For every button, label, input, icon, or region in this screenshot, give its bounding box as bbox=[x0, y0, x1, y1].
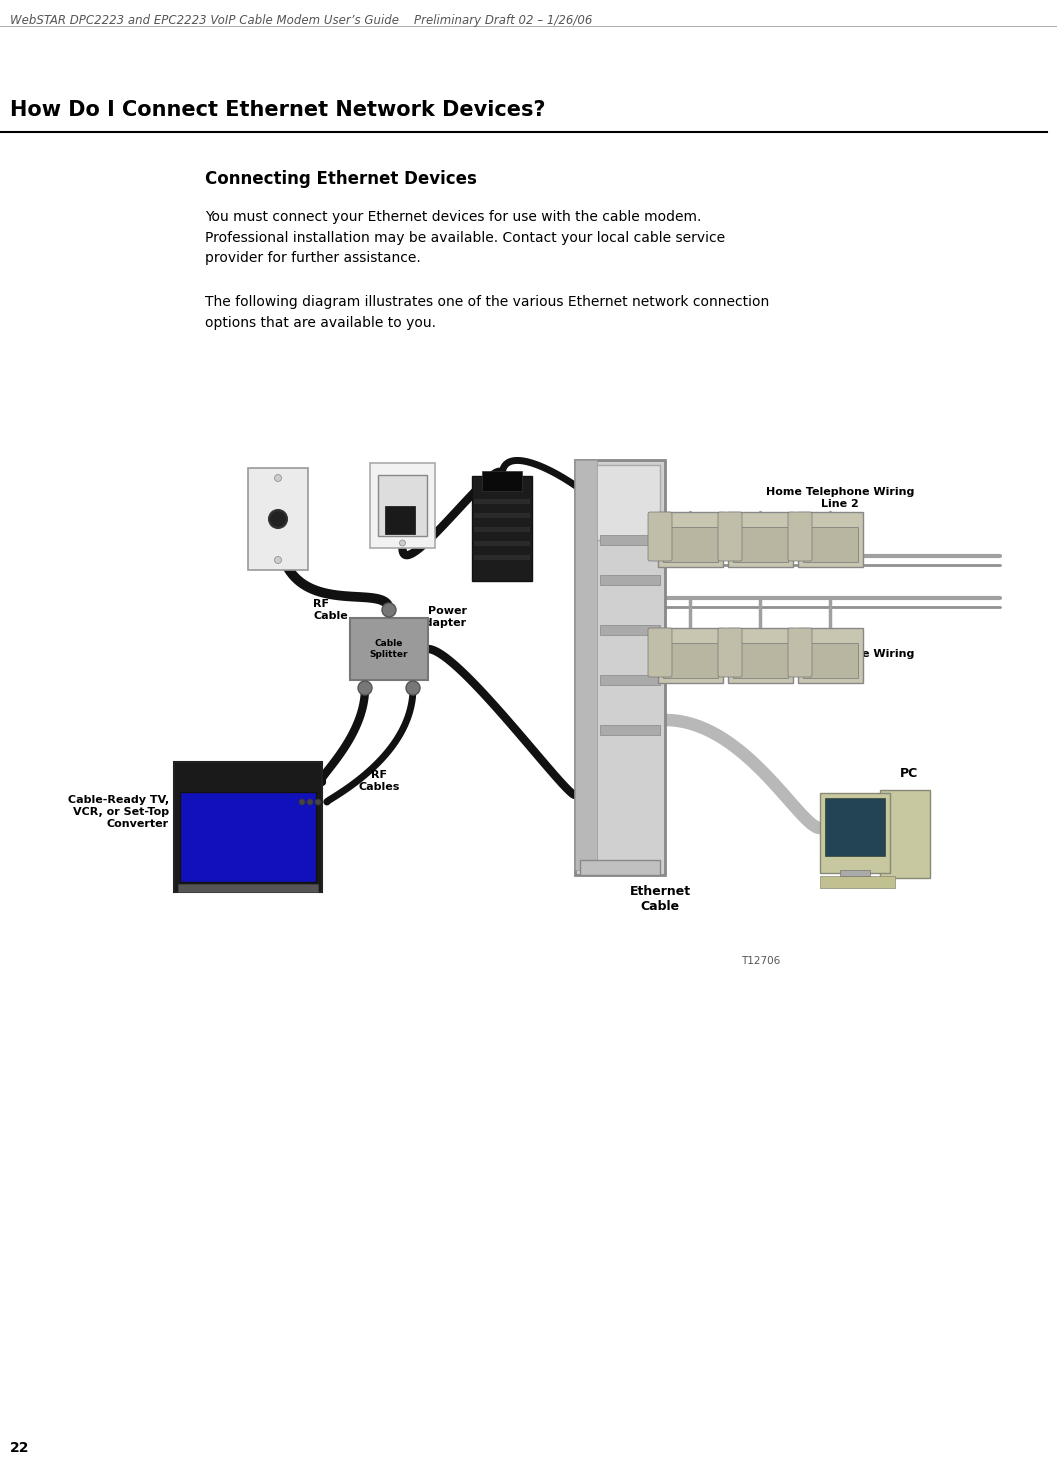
Circle shape bbox=[275, 556, 281, 563]
Text: PC: PC bbox=[900, 767, 919, 780]
Circle shape bbox=[307, 799, 313, 805]
Text: You must connect your Ethernet devices for use with the cable modem.
Professiona: You must connect your Ethernet devices f… bbox=[205, 211, 725, 265]
FancyBboxPatch shape bbox=[789, 512, 812, 560]
Bar bbox=[474, 527, 530, 533]
Bar bbox=[663, 527, 718, 562]
Bar bbox=[600, 726, 660, 734]
Bar bbox=[826, 797, 885, 856]
Bar bbox=[248, 468, 308, 571]
Text: RF
Cables: RF Cables bbox=[358, 770, 400, 791]
Text: How Do I Connect Ethernet Network Devices?: How Do I Connect Ethernet Network Device… bbox=[10, 99, 545, 120]
Bar bbox=[663, 644, 718, 677]
Bar bbox=[659, 512, 723, 568]
Text: 22: 22 bbox=[10, 1441, 30, 1456]
Text: Connecting Ethernet Devices: Connecting Ethernet Devices bbox=[205, 170, 477, 189]
Circle shape bbox=[358, 680, 372, 695]
Bar bbox=[733, 644, 789, 677]
Circle shape bbox=[400, 540, 406, 546]
Bar bbox=[798, 628, 863, 683]
FancyBboxPatch shape bbox=[789, 628, 812, 677]
Bar bbox=[378, 475, 427, 535]
Bar bbox=[580, 860, 660, 875]
Bar bbox=[174, 762, 322, 892]
Text: T12706: T12706 bbox=[741, 955, 780, 966]
Circle shape bbox=[275, 474, 281, 481]
Circle shape bbox=[406, 680, 420, 695]
Text: The following diagram illustrates one of the various Ethernet network connection: The following diagram illustrates one of… bbox=[205, 296, 769, 329]
Bar bbox=[820, 876, 895, 888]
Bar bbox=[798, 512, 863, 568]
Bar bbox=[803, 527, 858, 562]
Bar bbox=[482, 471, 522, 492]
Text: Home Telephone Wiring
Line 1: Home Telephone Wiring Line 1 bbox=[766, 650, 914, 672]
Circle shape bbox=[382, 603, 396, 617]
Bar bbox=[474, 514, 530, 518]
FancyBboxPatch shape bbox=[648, 512, 672, 560]
Circle shape bbox=[315, 799, 321, 805]
Bar bbox=[659, 628, 723, 683]
Bar bbox=[733, 527, 789, 562]
Circle shape bbox=[299, 799, 305, 805]
Text: Cable
Splitter: Cable Splitter bbox=[370, 639, 408, 658]
FancyBboxPatch shape bbox=[718, 628, 742, 677]
Text: Ethernet
Cable: Ethernet Cable bbox=[629, 885, 690, 913]
Text: WebSTAR DPC2223 and EPC2223 VoIP Cable Modem User’s Guide    Preliminary Draft 0: WebSTAR DPC2223 and EPC2223 VoIP Cable M… bbox=[10, 15, 592, 26]
Bar bbox=[880, 790, 930, 878]
Bar bbox=[370, 462, 435, 549]
Bar bbox=[474, 554, 530, 560]
Bar bbox=[580, 465, 660, 540]
Bar bbox=[600, 535, 660, 546]
Bar bbox=[575, 459, 597, 870]
Bar bbox=[575, 459, 665, 875]
Bar bbox=[385, 506, 415, 534]
FancyBboxPatch shape bbox=[648, 628, 672, 677]
Bar bbox=[840, 870, 870, 876]
Bar bbox=[803, 644, 858, 677]
FancyBboxPatch shape bbox=[718, 512, 742, 560]
Bar bbox=[728, 628, 793, 683]
Text: Cable-Ready TV,
VCR, or Set-Top
Converter: Cable-Ready TV, VCR, or Set-Top Converte… bbox=[68, 796, 169, 828]
Circle shape bbox=[268, 511, 288, 528]
Bar bbox=[474, 541, 530, 546]
Bar bbox=[180, 791, 316, 882]
Bar bbox=[600, 674, 660, 685]
Bar bbox=[474, 499, 530, 503]
Bar bbox=[820, 793, 890, 873]
Bar bbox=[728, 512, 793, 568]
Bar bbox=[472, 475, 532, 581]
Bar bbox=[178, 884, 318, 892]
Bar bbox=[350, 617, 428, 680]
Text: Power
Adapter: Power Adapter bbox=[416, 606, 467, 628]
Text: RF
Cable: RF Cable bbox=[313, 600, 348, 620]
Bar bbox=[600, 575, 660, 585]
Bar bbox=[600, 625, 660, 635]
Text: Home Telephone Wiring
Line 2: Home Telephone Wiring Line 2 bbox=[766, 487, 914, 509]
